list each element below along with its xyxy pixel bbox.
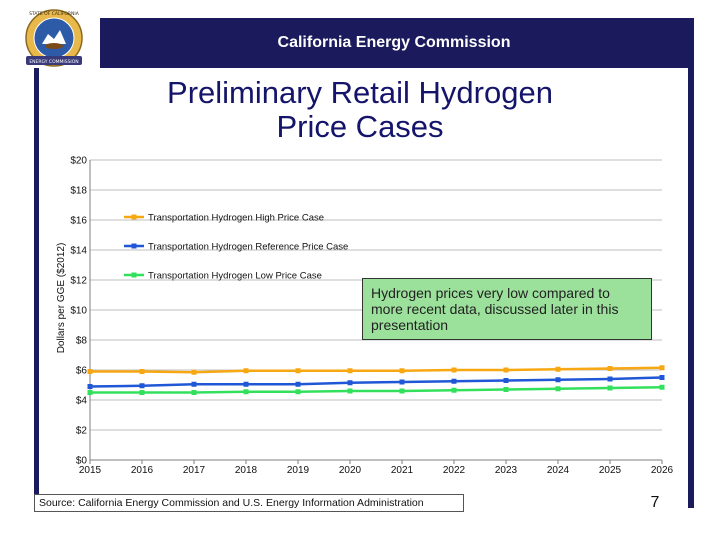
y-tick-label: $16	[70, 216, 87, 227]
chart-axes: $0 $2 $4 $6 $8 $10 $12 $14 $16 $18 $20 2015 2016 2017…	[70, 156, 673, 477]
y-axis-label: Dollars per GGE ($2012)	[56, 243, 67, 354]
series-point	[503, 367, 509, 373]
series-point	[295, 381, 301, 387]
series-point	[451, 387, 457, 393]
y-tick-label: $8	[76, 336, 88, 347]
series-point	[87, 384, 93, 389]
legend-swatch-marker	[131, 272, 137, 278]
series-point	[347, 388, 353, 394]
series-point	[607, 366, 613, 371]
logo-bottom-text: ENERGY COMMISSION	[29, 59, 78, 65]
x-tick-label: 2016	[131, 465, 154, 476]
y-tick-label: $12	[70, 276, 87, 287]
series-point	[503, 378, 509, 383]
x-tick-label: 2022	[443, 465, 466, 476]
slide-title-line2: Price Cases	[276, 109, 444, 144]
y-tick-label: $6	[76, 366, 88, 377]
series-point	[139, 383, 145, 389]
page-number: 7	[650, 494, 660, 511]
y-tick-label: $20	[70, 156, 87, 167]
series-point	[555, 386, 561, 392]
x-tick-label: 2023	[495, 465, 518, 476]
series-line	[90, 386, 663, 394]
series-point	[347, 380, 353, 386]
slide-title-line1: Preliminary Retail Hydrogen	[167, 75, 553, 110]
x-tick-label: 2018	[235, 465, 258, 476]
legend-label: Transportation Hydrogen Reference Price …	[148, 242, 348, 253]
legend-swatch-marker	[131, 243, 137, 249]
x-tick-label: 2015	[79, 465, 102, 476]
legend-label: Transportation Hydrogen High Price Case	[148, 213, 324, 224]
series-point	[659, 365, 665, 371]
left-rule	[34, 68, 39, 508]
legend-label: Transportation Hydrogen Low Price Case	[148, 271, 322, 282]
series-point	[295, 368, 301, 374]
x-tick-label: 2019	[287, 465, 310, 476]
series-point	[399, 379, 405, 385]
series-point	[295, 389, 301, 395]
chart-legend: Transportation Hydrogen High Price Case T…	[124, 213, 348, 282]
x-tick-label: 2026	[651, 465, 674, 476]
callout-note: Hydrogen prices very low compared to mor…	[362, 278, 652, 340]
series-point	[399, 388, 405, 394]
series-point	[607, 376, 613, 382]
series-point	[503, 387, 509, 392]
series-point	[555, 377, 561, 383]
series-point	[87, 390, 93, 395]
legend-swatch-marker	[131, 214, 137, 220]
series-point	[347, 368, 353, 374]
logo-top-text: STATE OF CALIFORNIA	[29, 11, 80, 17]
y-tick-label: $4	[76, 396, 88, 407]
header-bar: California Energy Commission	[100, 18, 688, 68]
y-tick-label: $2	[76, 426, 88, 437]
series-point	[139, 369, 145, 374]
source-note: Source: California Energy Commission and…	[34, 494, 464, 512]
x-tick-label: 2020	[339, 465, 362, 476]
series-line	[89, 376, 663, 388]
series-point	[659, 384, 665, 390]
series-point	[243, 389, 249, 395]
series-point	[191, 369, 197, 375]
series-point	[87, 369, 93, 374]
x-tick-label: 2021	[391, 465, 414, 476]
y-tick-label: $14	[70, 246, 87, 257]
series-line	[90, 366, 663, 374]
slide-title: Preliminary Retail Hydrogen Price Cases	[100, 76, 620, 144]
series-point	[191, 390, 197, 395]
x-tick-label: 2025	[599, 465, 622, 476]
series-point	[659, 375, 665, 380]
series-point	[243, 368, 249, 374]
series-point	[607, 385, 613, 391]
chart-series	[87, 365, 665, 395]
header-title: California Energy Commission	[277, 34, 511, 51]
series-point	[555, 366, 561, 372]
series-point	[451, 378, 457, 384]
series-point	[399, 368, 405, 374]
series-point	[243, 381, 249, 387]
series-point	[451, 367, 457, 373]
y-tick-label: $10	[70, 306, 87, 317]
y-tick-label: $18	[70, 186, 87, 197]
x-tick-label: 2024	[547, 465, 570, 476]
right-rule	[688, 18, 694, 508]
y-tick-label: $0	[76, 456, 88, 467]
commission-seal-logo: STATE OF CALIFORNIA ENERGY COMMISSION	[25, 9, 83, 67]
x-tick-label: 2017	[183, 465, 206, 476]
series-point	[139, 390, 145, 395]
series-point	[191, 381, 197, 387]
